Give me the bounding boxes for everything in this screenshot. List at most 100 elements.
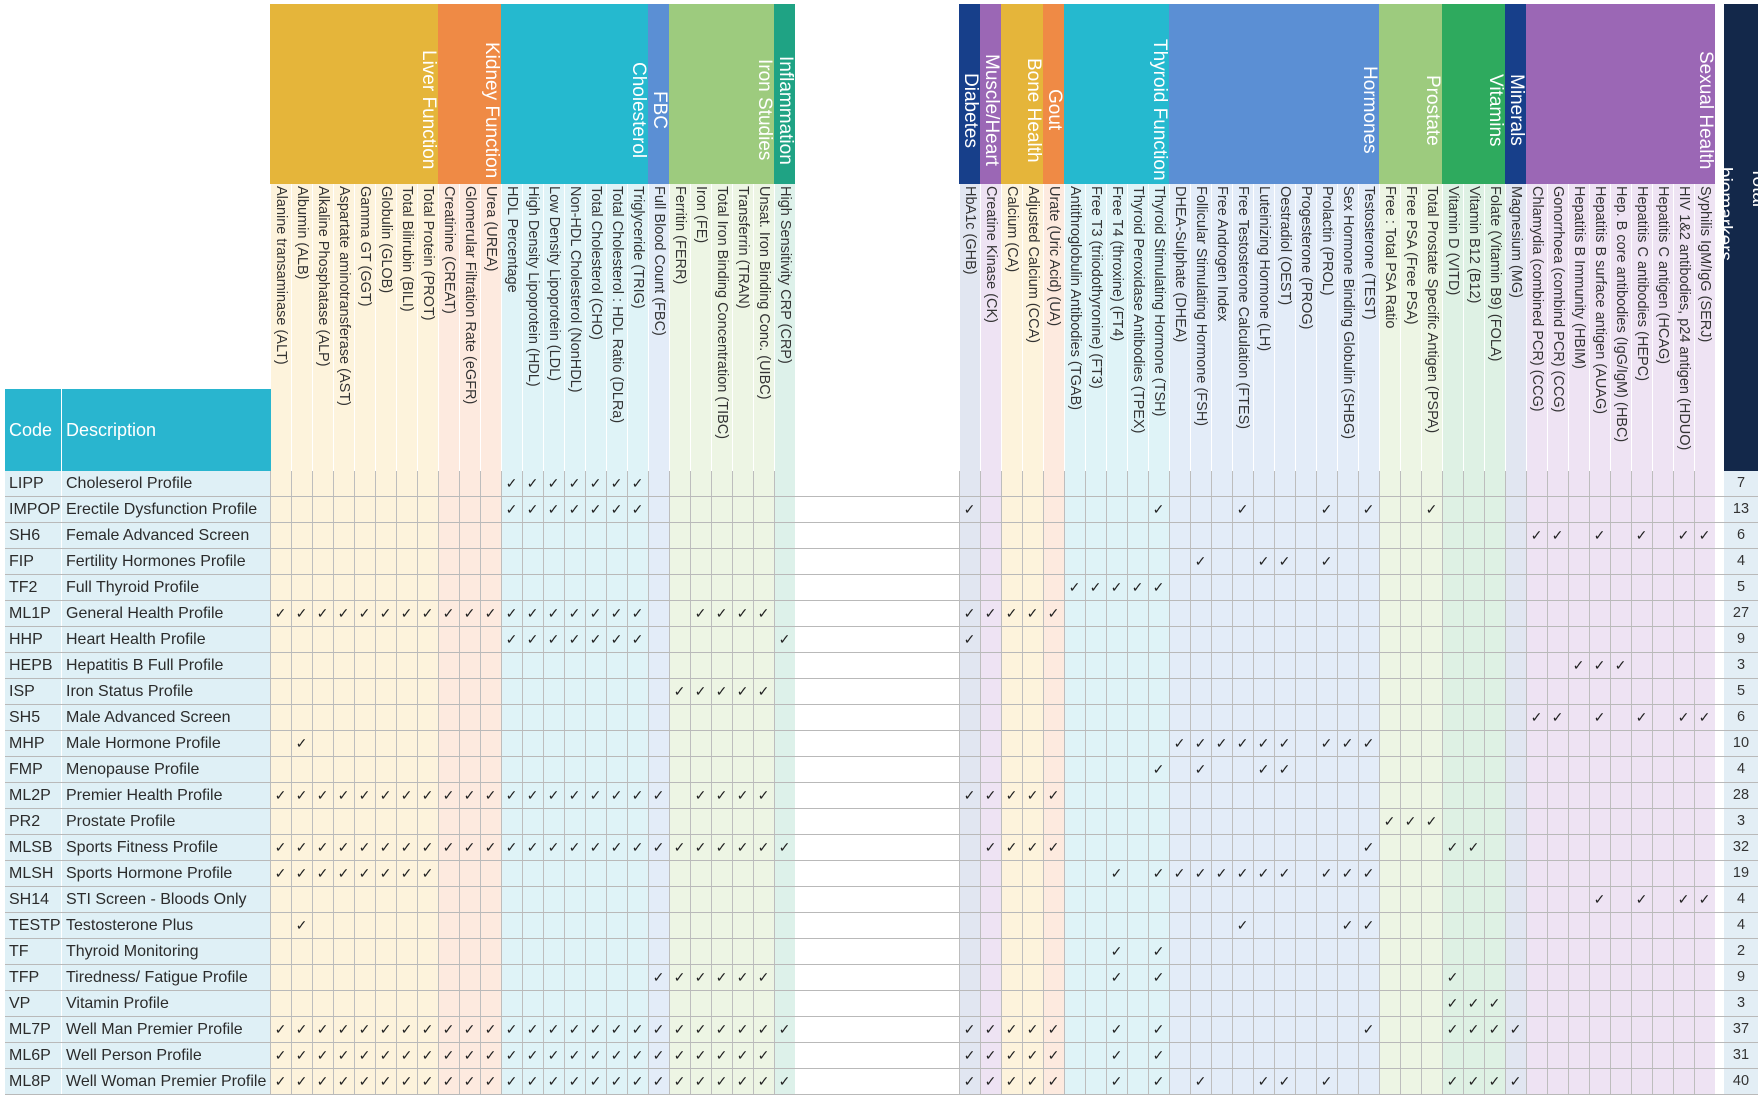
row-divider xyxy=(5,1016,1758,1017)
row-divider xyxy=(5,678,1758,679)
check-mark: ✓ xyxy=(715,787,728,803)
column-divider xyxy=(1190,471,1191,1095)
profile-code: ISP xyxy=(9,683,35,700)
group-header-thyroid-function: Thyroid Function xyxy=(1064,4,1169,184)
row-divider xyxy=(5,834,1758,835)
column-divider xyxy=(1505,471,1506,1095)
profile-code: TF xyxy=(9,943,29,960)
check-mark: ✓ xyxy=(421,1047,434,1063)
code-column-background xyxy=(5,471,270,1095)
check-mark: ✓ xyxy=(673,1021,686,1037)
profile-code: VP xyxy=(9,995,31,1012)
check-mark: ✓ xyxy=(337,1073,350,1089)
biomarker-column-header: Total Cholesterol (CHO) xyxy=(588,186,604,340)
total-biomarkers-count: 40 xyxy=(1732,1073,1750,1089)
check-mark: ✓ xyxy=(984,605,997,621)
check-mark: ✓ xyxy=(610,1021,623,1037)
biomarker-column-header: Glomerular Filtration Rate (eGFR) xyxy=(462,186,478,405)
check-mark: ✓ xyxy=(1236,501,1249,517)
check-mark: ✓ xyxy=(984,1047,997,1063)
check-mark: ✓ xyxy=(568,839,581,855)
profile-description: Sports Fitness Profile xyxy=(66,839,219,856)
check-mark: ✓ xyxy=(1110,579,1123,595)
check-mark: ✓ xyxy=(295,1073,308,1089)
check-mark: ✓ xyxy=(547,631,560,647)
total-biomarkers-count: 31 xyxy=(1732,1047,1750,1063)
check-mark: ✓ xyxy=(1488,995,1501,1011)
check-mark: ✓ xyxy=(1320,501,1333,517)
check-mark: ✓ xyxy=(1362,865,1375,881)
check-mark: ✓ xyxy=(379,1047,392,1063)
column-divider xyxy=(1064,471,1065,1095)
check-mark: ✓ xyxy=(295,605,308,621)
column-divider xyxy=(1295,471,1296,1095)
check-mark: ✓ xyxy=(526,501,539,517)
biomarker-column-header: Urate (Uric Acid) (UA) xyxy=(1046,186,1062,327)
check-mark: ✓ xyxy=(694,839,707,855)
check-mark: ✓ xyxy=(505,605,518,621)
check-mark: ✓ xyxy=(1236,735,1249,751)
total-biomarkers-count: 4 xyxy=(1736,553,1746,569)
check-mark: ✓ xyxy=(736,1047,749,1063)
check-mark: ✓ xyxy=(316,787,329,803)
check-mark: ✓ xyxy=(1047,605,1060,621)
check-mark: ✓ xyxy=(316,1021,329,1037)
check-mark: ✓ xyxy=(400,839,413,855)
check-mark: ✓ xyxy=(1257,1073,1270,1089)
biomarker-column-header: Total Bilirubin (BILI) xyxy=(399,186,415,312)
profile-code: ML2P xyxy=(9,787,51,804)
check-mark: ✓ xyxy=(778,1073,791,1089)
check-mark: ✓ xyxy=(589,1073,602,1089)
column-divider xyxy=(627,471,628,1095)
check-mark: ✓ xyxy=(1215,865,1228,881)
check-mark: ✓ xyxy=(736,787,749,803)
check-mark: ✓ xyxy=(694,1047,707,1063)
total-biomarkers-count: 32 xyxy=(1732,839,1750,855)
profile-code: PR2 xyxy=(9,813,41,830)
row-divider xyxy=(5,860,1758,861)
check-mark: ✓ xyxy=(631,475,644,491)
biomarker-column-header: Globulin (GLOB) xyxy=(378,186,394,294)
check-mark: ✓ xyxy=(1236,865,1249,881)
check-mark: ✓ xyxy=(505,631,518,647)
total-biomarkers-count: 5 xyxy=(1736,683,1746,699)
biomarker-column-header: Follicular Stimulating Hormone (FSH) xyxy=(1193,186,1209,427)
check-mark: ✓ xyxy=(1257,553,1270,569)
check-mark: ✓ xyxy=(631,631,644,647)
column-divider xyxy=(333,471,334,1095)
column-divider xyxy=(270,471,271,1095)
check-mark: ✓ xyxy=(484,1073,497,1089)
check-mark: ✓ xyxy=(631,1073,644,1089)
check-mark: ✓ xyxy=(568,501,581,517)
column-divider xyxy=(1610,471,1611,1095)
total-biomarkers-count: 19 xyxy=(1732,865,1750,881)
profile-description: Menopause Profile xyxy=(66,761,200,778)
profile-code: SH6 xyxy=(9,527,41,544)
check-mark: ✓ xyxy=(694,787,707,803)
check-mark: ✓ xyxy=(715,1021,728,1037)
row-divider xyxy=(5,808,1758,809)
group-column-shade xyxy=(648,184,669,1095)
code-description-divider xyxy=(61,471,62,1095)
check-mark: ✓ xyxy=(589,839,602,855)
total-biomarkers-count: 4 xyxy=(1736,761,1746,777)
check-mark: ✓ xyxy=(295,1047,308,1063)
check-mark: ✓ xyxy=(1194,553,1207,569)
biomarker-column-header: Free PSA (Free PSA) xyxy=(1403,186,1419,325)
column-divider xyxy=(1484,471,1485,1095)
profile-code: LIPP xyxy=(9,475,44,492)
check-mark: ✓ xyxy=(484,1047,497,1063)
row-divider xyxy=(5,990,1758,991)
check-mark: ✓ xyxy=(1068,579,1081,595)
check-mark: ✓ xyxy=(631,1021,644,1037)
check-mark: ✓ xyxy=(1698,709,1711,725)
check-mark: ✓ xyxy=(274,1047,287,1063)
check-mark: ✓ xyxy=(400,1021,413,1037)
biomarker-column-header: Chlamydia (combined PCR) (CCG) xyxy=(1529,186,1545,412)
row-divider xyxy=(5,1094,1758,1095)
total-biomarkers-count: 7 xyxy=(1736,475,1746,491)
biomarker-column-header: DHEA-Sulphate (DHEA) xyxy=(1172,186,1188,343)
check-mark: ✓ xyxy=(1152,1047,1165,1063)
profile-description: Male Advanced Screen xyxy=(66,709,231,726)
check-mark: ✓ xyxy=(1320,553,1333,569)
